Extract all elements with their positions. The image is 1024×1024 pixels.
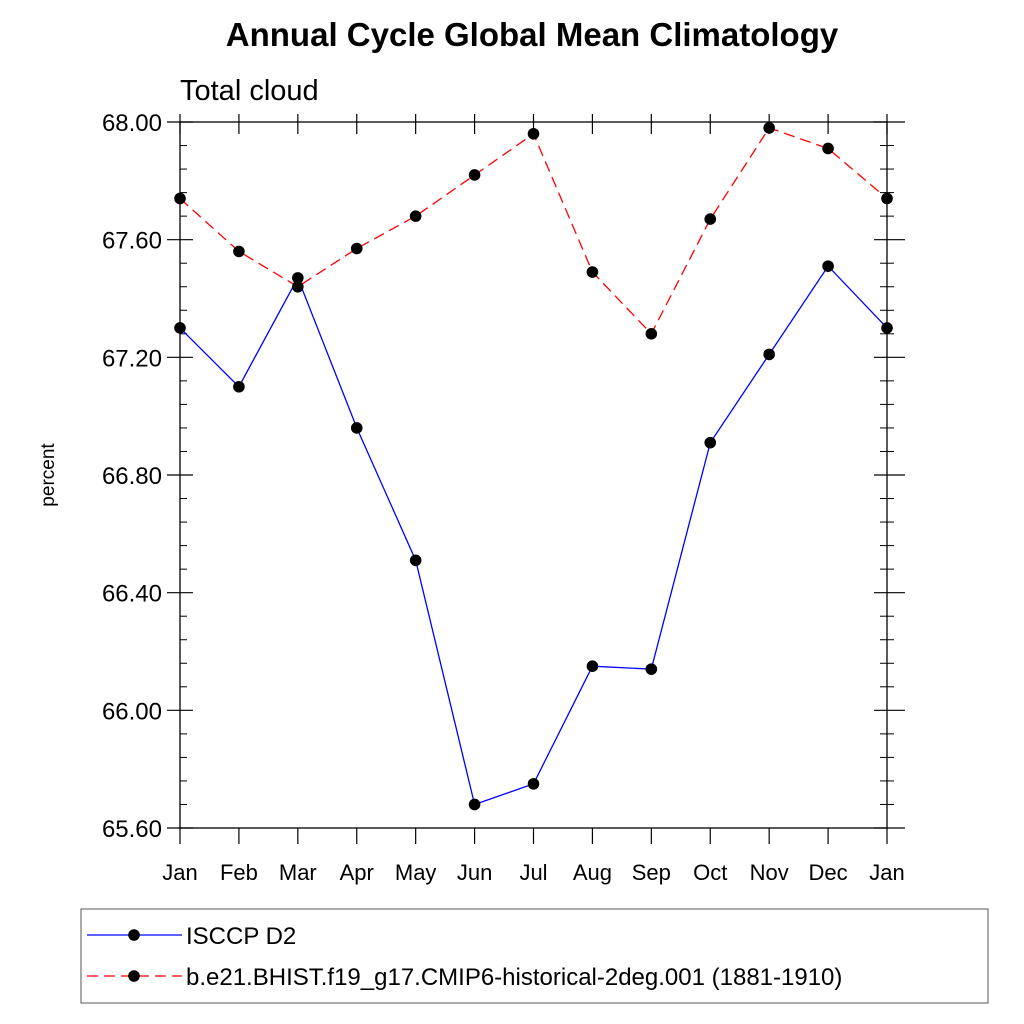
chart-title: Annual Cycle Global Mean Climatology	[226, 16, 839, 53]
series-line-1	[179, 127, 888, 335]
x-tick-label: Oct	[693, 860, 727, 885]
legend-box	[80, 908, 989, 1004]
x-tick-label: Jan	[869, 860, 904, 885]
x-tick-label: Dec	[809, 860, 848, 885]
series-0-point	[704, 436, 717, 449]
chart-subtitle: Total cloud	[180, 75, 319, 107]
series-1-point	[233, 245, 245, 258]
legend: ISCCP D2 b.e21.BHIST.f19_g17.CMIP6-histor…	[80, 908, 989, 1004]
series-line-0	[179, 265, 888, 806]
series-1-point	[704, 213, 717, 225]
series-0-point	[645, 663, 658, 675]
series-1-point	[822, 142, 834, 155]
x-tick-label: Jul	[519, 860, 547, 885]
series-0-point	[763, 348, 775, 361]
x-tick-label: Sep	[632, 860, 671, 885]
series-1-point	[645, 328, 658, 340]
y-tick-label: 67.20	[102, 345, 162, 372]
legend-label-1: b.e21.BHIST.f19_g17.CMIP6-historical-2de…	[186, 964, 842, 991]
x-tick-label: Aug	[573, 860, 612, 885]
y-axis-label: percent	[38, 443, 59, 507]
y-tick-label: 65.60	[102, 816, 162, 843]
x-tick-label: Jun	[457, 860, 492, 885]
series-0-point	[822, 260, 834, 272]
x-tick-labels: Jan Feb Mar Apr May Jun Jul Aug Sep Oct Nov Dec Jan	[162, 860, 904, 885]
series-1-point	[586, 266, 599, 278]
legend-label-0: ISCCP D2	[186, 923, 296, 950]
series-1-point	[409, 210, 422, 222]
x-tick-label: Jan	[162, 860, 197, 885]
series-0-point	[527, 778, 540, 790]
axis-ticks	[167, 114, 905, 844]
x-tick-label: May	[395, 860, 437, 885]
y-tick-label: 66.00	[102, 698, 162, 725]
plot-frame	[179, 121, 888, 829]
series-0-point	[292, 272, 304, 284]
legend-marker-1	[128, 970, 140, 982]
legend-marker-0	[128, 929, 140, 941]
y-tick-label: 66.40	[102, 581, 162, 608]
y-tick-label: 68.00	[102, 110, 162, 137]
series-0-point	[586, 660, 599, 673]
y-tick-label: 67.60	[102, 228, 162, 255]
series-1-point	[350, 242, 363, 255]
series-0-point	[350, 422, 363, 434]
series-0-point	[233, 380, 245, 393]
series-1-point	[292, 280, 304, 293]
series-0-point	[409, 554, 422, 567]
x-tick-label: Nov	[750, 860, 789, 885]
series-0-point	[468, 798, 481, 811]
x-tick-label: Apr	[340, 860, 374, 885]
y-tick-labels: 65.60 66.00 66.40 66.80 67.20 67.60 68.00	[102, 110, 162, 843]
series-1-point	[527, 127, 540, 140]
series-1-point	[763, 122, 775, 134]
x-tick-label: Feb	[220, 860, 258, 885]
data-series	[174, 122, 893, 811]
y-tick-label: 66.80	[102, 463, 162, 490]
x-tick-label: Mar	[279, 860, 317, 885]
series-1-point	[468, 169, 481, 181]
